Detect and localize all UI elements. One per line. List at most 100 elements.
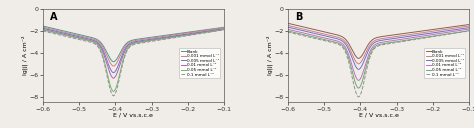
0.01 mmol L⁻¹	[356, 80, 361, 81]
0.05 mmol L⁻¹	[183, 35, 189, 36]
Line: 0.1 mmol L⁻¹: 0.1 mmol L⁻¹	[288, 31, 469, 97]
0.05 mmol L⁻¹	[128, 44, 134, 46]
0.001 mmol L⁻¹	[294, 27, 300, 28]
0.1 mmol L⁻¹	[466, 30, 472, 32]
0.05 mmol L⁻¹	[40, 29, 46, 31]
Blank	[128, 40, 134, 41]
0.01 mmol L⁻¹	[216, 29, 222, 31]
0.001 mmol L⁻¹	[285, 25, 291, 26]
0.005 mmol L⁻¹	[368, 45, 374, 46]
0.01 mmol L⁻¹	[128, 43, 134, 45]
0.005 mmol L⁻¹	[110, 72, 116, 73]
Blank	[461, 24, 467, 26]
0.05 mmol L⁻¹	[49, 31, 55, 33]
0.05 mmol L⁻¹	[216, 30, 222, 31]
0.05 mmol L⁻¹	[216, 30, 222, 31]
0.05 mmol L⁻¹	[221, 29, 227, 30]
0.1 mmol L⁻¹	[368, 53, 374, 55]
0.01 mmol L⁻¹	[110, 77, 116, 79]
0.005 mmol L⁻¹	[216, 29, 222, 30]
0.05 mmol L⁻¹	[123, 50, 129, 52]
Blank	[428, 29, 434, 31]
0.05 mmol L⁻¹	[373, 45, 379, 47]
Blank	[373, 37, 379, 39]
Line: Blank: Blank	[288, 23, 469, 58]
0.005 mmol L⁻¹	[128, 42, 134, 44]
0.1 mmol L⁻¹	[285, 31, 291, 33]
Text: A: A	[50, 12, 57, 22]
0.005 mmol L⁻¹	[183, 34, 189, 35]
Line: 0.05 mmol L⁻¹: 0.05 mmol L⁻¹	[288, 31, 469, 88]
Y-axis label: lg|j| / A cm⁻²: lg|j| / A cm⁻²	[21, 36, 28, 75]
0.01 mmol L⁻¹	[285, 29, 291, 30]
Line: 0.001 mmol L⁻¹: 0.001 mmol L⁻¹	[288, 25, 469, 64]
0.001 mmol L⁻¹	[461, 26, 467, 28]
Blank	[285, 23, 291, 24]
0.001 mmol L⁻¹	[461, 26, 467, 28]
0.01 mmol L⁻¹	[123, 48, 129, 49]
Blank	[466, 24, 472, 25]
0.01 mmol L⁻¹	[368, 48, 374, 50]
Line: 0.1 mmol L⁻¹: 0.1 mmol L⁻¹	[43, 30, 224, 96]
0.1 mmol L⁻¹	[356, 96, 361, 98]
0.005 mmol L⁻¹	[216, 29, 222, 30]
0.01 mmol L⁻¹	[294, 31, 300, 32]
0.005 mmol L⁻¹	[428, 32, 434, 34]
Y-axis label: lg|j| / A cm⁻²: lg|j| / A cm⁻²	[266, 36, 273, 75]
0.005 mmol L⁻¹	[123, 46, 129, 48]
Blank	[183, 32, 189, 33]
0.005 mmol L⁻¹	[49, 30, 55, 31]
0.001 mmol L⁻¹	[40, 26, 46, 28]
0.1 mmol L⁻¹	[461, 31, 467, 33]
Line: 0.05 mmol L⁻¹: 0.05 mmol L⁻¹	[43, 30, 224, 91]
0.001 mmol L⁻¹	[216, 28, 222, 29]
0.05 mmol L⁻¹	[428, 36, 434, 37]
0.001 mmol L⁻¹	[183, 32, 189, 34]
0.001 mmol L⁻¹	[128, 41, 134, 42]
0.1 mmol L⁻¹	[216, 30, 222, 31]
Line: 0.01 mmol L⁻¹: 0.01 mmol L⁻¹	[288, 29, 469, 80]
Blank	[216, 27, 222, 29]
0.01 mmol L⁻¹	[461, 29, 467, 31]
Blank	[368, 40, 374, 42]
0.01 mmol L⁻¹	[49, 31, 55, 32]
0.001 mmol L⁻¹	[49, 29, 55, 30]
0.1 mmol L⁻¹	[294, 33, 300, 35]
0.05 mmol L⁻¹	[461, 31, 467, 32]
0.05 mmol L⁻¹	[461, 31, 467, 32]
0.01 mmol L⁻¹	[216, 29, 222, 31]
0.005 mmol L⁻¹	[294, 29, 300, 30]
Legend: Blank, 0.001 mmol L⁻¹, 0.005 mmol L⁻¹, 0.01 mmol L⁻¹, 0.05 mmol L⁻¹, 0.1 mmol L⁻: Blank, 0.001 mmol L⁻¹, 0.005 mmol L⁻¹, 0…	[180, 48, 220, 78]
0.001 mmol L⁻¹	[356, 63, 361, 65]
0.05 mmol L⁻¹	[466, 30, 472, 31]
0.001 mmol L⁻¹	[373, 39, 379, 41]
Blank	[221, 26, 227, 28]
0.01 mmol L⁻¹	[40, 29, 46, 30]
0.05 mmol L⁻¹	[368, 51, 374, 52]
Blank	[123, 43, 129, 44]
0.01 mmol L⁻¹	[461, 29, 467, 31]
0.1 mmol L⁻¹	[40, 30, 46, 32]
0.1 mmol L⁻¹	[373, 46, 379, 48]
0.001 mmol L⁻¹	[466, 25, 472, 27]
0.005 mmol L⁻¹	[285, 26, 291, 28]
0.05 mmol L⁻¹	[110, 91, 116, 92]
Blank	[356, 58, 361, 59]
Line: 0.001 mmol L⁻¹: 0.001 mmol L⁻¹	[43, 27, 224, 66]
Blank	[110, 61, 116, 62]
Blank	[294, 25, 300, 26]
0.1 mmol L⁻¹	[49, 32, 55, 34]
Line: 0.005 mmol L⁻¹: 0.005 mmol L⁻¹	[43, 28, 224, 73]
0.05 mmol L⁻¹	[294, 32, 300, 34]
0.005 mmol L⁻¹	[373, 41, 379, 42]
0.001 mmol L⁻¹	[428, 31, 434, 32]
0.05 mmol L⁻¹	[285, 30, 291, 32]
0.005 mmol L⁻¹	[466, 27, 472, 28]
Blank	[216, 27, 222, 29]
0.01 mmol L⁻¹	[221, 28, 227, 30]
0.1 mmol L⁻¹	[123, 52, 129, 53]
0.001 mmol L⁻¹	[221, 27, 227, 28]
0.1 mmol L⁻¹	[128, 45, 134, 47]
Blank	[461, 24, 467, 26]
0.1 mmol L⁻¹	[221, 29, 227, 31]
